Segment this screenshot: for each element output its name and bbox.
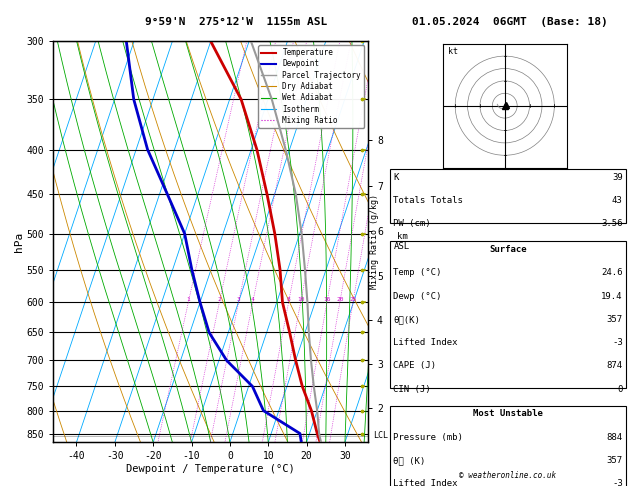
Text: LCL: LCL bbox=[374, 431, 389, 440]
Text: 1: 1 bbox=[186, 297, 190, 302]
Y-axis label: km
ASL: km ASL bbox=[394, 232, 410, 251]
Text: θᴄ (K): θᴄ (K) bbox=[393, 456, 425, 465]
Text: K: K bbox=[393, 173, 399, 182]
Text: 43: 43 bbox=[612, 196, 623, 205]
Text: Pressure (mb): Pressure (mb) bbox=[393, 433, 463, 442]
Text: Lifted Index: Lifted Index bbox=[393, 479, 458, 486]
Text: © weatheronline.co.uk: © weatheronline.co.uk bbox=[459, 471, 557, 480]
Text: 9°59'N  275°12'W  1155m ASL: 9°59'N 275°12'W 1155m ASL bbox=[145, 17, 327, 27]
Text: 874: 874 bbox=[606, 362, 623, 370]
Text: CAPE (J): CAPE (J) bbox=[393, 362, 436, 370]
Text: 3.56: 3.56 bbox=[601, 219, 623, 228]
Text: 19.4: 19.4 bbox=[601, 292, 623, 300]
Text: -3: -3 bbox=[612, 479, 623, 486]
Text: PW (cm): PW (cm) bbox=[393, 219, 431, 228]
Text: Mixing Ratio (g/kg): Mixing Ratio (g/kg) bbox=[370, 194, 379, 289]
Text: 357: 357 bbox=[606, 456, 623, 465]
Text: -3: -3 bbox=[612, 338, 623, 347]
Text: 10: 10 bbox=[297, 297, 304, 302]
Y-axis label: hPa: hPa bbox=[14, 232, 24, 252]
Text: 01.05.2024  06GMT  (Base: 18): 01.05.2024 06GMT (Base: 18) bbox=[411, 17, 608, 27]
Text: Totals Totals: Totals Totals bbox=[393, 196, 463, 205]
Text: θᴄ(K): θᴄ(K) bbox=[393, 315, 420, 324]
Text: 2: 2 bbox=[218, 297, 221, 302]
Text: Temp (°C): Temp (°C) bbox=[393, 268, 442, 277]
Text: Most Unstable: Most Unstable bbox=[473, 409, 543, 418]
Text: Surface: Surface bbox=[489, 245, 526, 254]
Text: 4: 4 bbox=[251, 297, 255, 302]
Text: 8: 8 bbox=[287, 297, 291, 302]
Text: 884: 884 bbox=[606, 433, 623, 442]
Text: 16: 16 bbox=[323, 297, 331, 302]
Text: 3: 3 bbox=[237, 297, 240, 302]
Text: kt: kt bbox=[448, 47, 458, 56]
Text: 0: 0 bbox=[617, 385, 623, 394]
Text: 20: 20 bbox=[336, 297, 343, 302]
Text: 24.6: 24.6 bbox=[601, 268, 623, 277]
Text: Lifted Index: Lifted Index bbox=[393, 338, 458, 347]
Legend: Temperature, Dewpoint, Parcel Trajectory, Dry Adiabat, Wet Adiabat, Isotherm, Mi: Temperature, Dewpoint, Parcel Trajectory… bbox=[258, 45, 364, 128]
X-axis label: Dewpoint / Temperature (°C): Dewpoint / Temperature (°C) bbox=[126, 464, 295, 474]
Text: 25: 25 bbox=[349, 297, 357, 302]
Text: 357: 357 bbox=[606, 315, 623, 324]
Text: CIN (J): CIN (J) bbox=[393, 385, 431, 394]
Text: Dewp (°C): Dewp (°C) bbox=[393, 292, 442, 300]
Text: 39: 39 bbox=[612, 173, 623, 182]
